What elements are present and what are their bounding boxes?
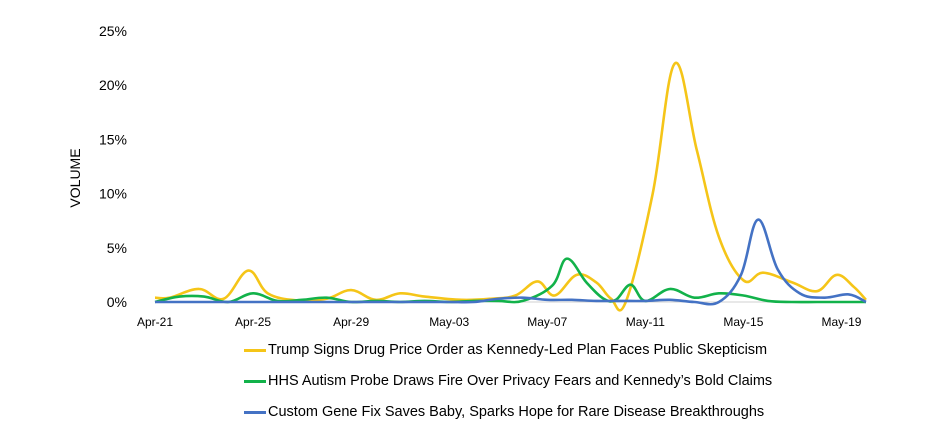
y-tick-label: 0% (107, 294, 127, 310)
legend-item-gene-fix: Custom Gene Fix Saves Baby, Sparks Hope … (244, 403, 772, 421)
y-tick-label: 10% (99, 186, 127, 202)
y-axis-ticks: 0% 5% 10% 15% 20% 25% (99, 23, 127, 310)
series-lines (154, 61, 867, 312)
y-tick-label: 15% (99, 131, 127, 147)
x-tick-label: May-19 (821, 315, 861, 329)
legend-item-autism-probe: HHS Autism Probe Draws Fire Over Privacy… (244, 372, 772, 390)
legend-label: Custom Gene Fix Saves Baby, Sparks Hope … (268, 404, 765, 420)
x-tick-label: May-15 (723, 315, 763, 329)
legend-item-drug-price: Trump Signs Drug Price Order as Kennedy-… (244, 341, 772, 359)
y-tick-label: 20% (99, 77, 127, 93)
y-tick-label: 25% (99, 23, 127, 39)
legend: Trump Signs Drug Price Order as Kennedy-… (244, 341, 772, 434)
series-line-gene-fix (155, 218, 867, 306)
legend-label: Trump Signs Drug Price Order as Kennedy-… (268, 342, 768, 358)
legend-swatch-blue (244, 410, 266, 414)
x-tick-label: May-11 (626, 315, 665, 329)
x-tick-label: May-03 (429, 315, 469, 329)
x-tick-label: Apr-21 (137, 315, 173, 329)
legend-swatch-yellow (244, 348, 266, 352)
y-tick-label: 5% (107, 240, 127, 256)
x-tick-label: Apr-25 (235, 315, 271, 329)
legend-label: HHS Autism Probe Draws Fire Over Privacy… (268, 373, 773, 389)
series-line-drug-price (154, 61, 867, 312)
legend-swatch-green (244, 379, 266, 383)
x-tick-label: May-07 (527, 315, 567, 329)
x-tick-label: Apr-29 (333, 315, 369, 329)
x-axis-ticks: Apr-21 Apr-25 Apr-29 May-03 May-07 May-11 May-… (137, 315, 862, 329)
y-axis-label: VOLUME (67, 148, 83, 207)
line-chart: 0%5%10%15%20%25% VOLUME Apr-21 Apr-25 Apr-… (67, 23, 867, 329)
